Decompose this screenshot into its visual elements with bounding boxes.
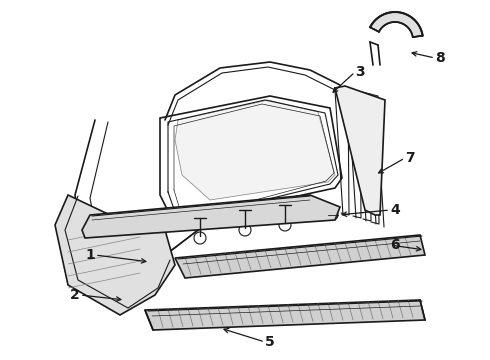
Text: 5: 5 <box>265 335 275 349</box>
Text: 3: 3 <box>355 65 365 79</box>
Polygon shape <box>175 235 425 278</box>
Polygon shape <box>82 195 340 238</box>
Polygon shape <box>145 300 425 330</box>
Text: 6: 6 <box>390 238 400 252</box>
Text: 1: 1 <box>85 248 95 262</box>
Polygon shape <box>175 100 335 200</box>
Text: 7: 7 <box>405 151 415 165</box>
Text: 8: 8 <box>435 51 445 65</box>
Text: 2: 2 <box>70 288 80 302</box>
Text: 4: 4 <box>390 203 400 217</box>
Polygon shape <box>335 86 385 215</box>
Polygon shape <box>55 195 175 315</box>
Polygon shape <box>370 12 423 37</box>
